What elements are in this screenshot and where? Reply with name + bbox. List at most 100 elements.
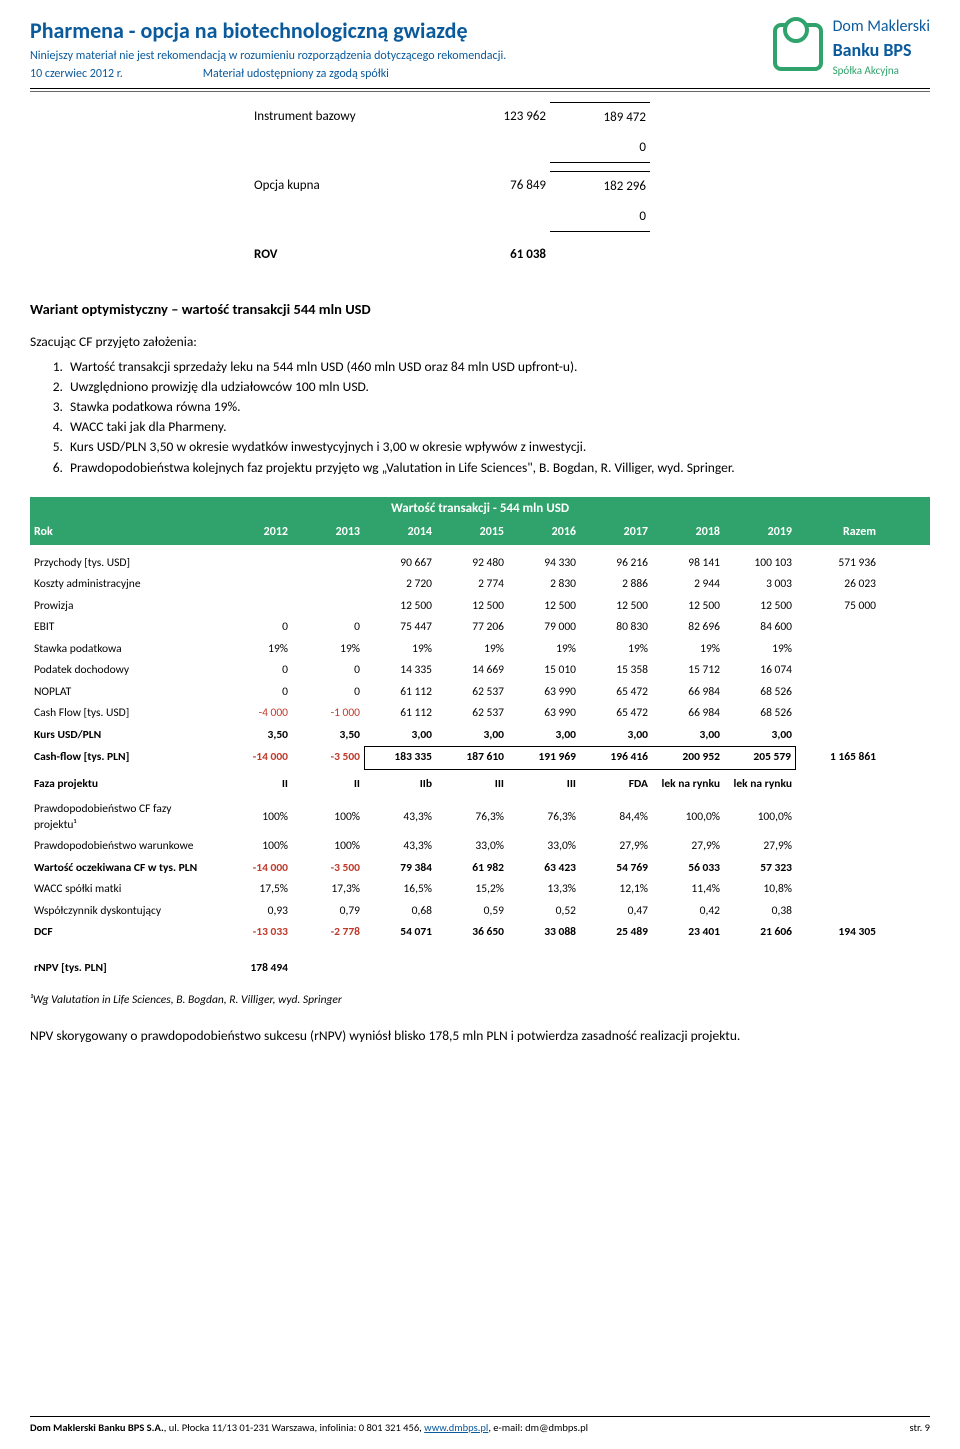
- cell-label: Instrument bazowy: [250, 102, 450, 133]
- cell: 100%: [220, 836, 292, 858]
- page-subtitle: Niniejszy materiał nie jest rekomendacją…: [30, 48, 763, 64]
- cell: 25 489: [580, 922, 652, 944]
- footer-email: , e-mail: dm@dmbps.pl: [488, 1421, 588, 1434]
- cell: 79 384: [364, 858, 436, 880]
- brand-line3: Spółka Akcyjna: [833, 64, 930, 79]
- brand-line1: Dom Maklerski: [833, 16, 930, 38]
- page-footer: Dom Maklerski Banku BPS S.A., ul. Płocka…: [30, 1416, 930, 1435]
- cell: 77 206: [436, 617, 508, 639]
- cell: 0,47: [580, 901, 652, 923]
- table-row: Przychody [tys. USD]90 66792 48094 33096…: [30, 553, 930, 575]
- cell: [220, 560, 292, 566]
- cell: 21 606: [724, 922, 796, 944]
- cell: 19%: [364, 639, 436, 661]
- cell: 63 990: [508, 703, 580, 725]
- cell: 33,0%: [508, 836, 580, 858]
- cell: 205 579: [724, 746, 796, 770]
- cell: 96 216: [580, 553, 652, 575]
- cell: [796, 887, 880, 893]
- table-row: Faza projektuIIIIIIbIIIIIIFDAlek na rynk…: [30, 774, 930, 796]
- cell: 68 526: [724, 703, 796, 725]
- cell: -4 000: [220, 703, 292, 725]
- cell: [796, 668, 880, 674]
- cell: 61 982: [436, 858, 508, 880]
- cell: 2 830: [508, 574, 580, 596]
- cell: 0: [292, 682, 364, 704]
- cell: 100,0%: [652, 807, 724, 829]
- row-label: Współczynnik dyskontujący: [30, 901, 220, 923]
- cell: 100,0%: [724, 807, 796, 829]
- cell: 62 537: [436, 682, 508, 704]
- cell: 196 416: [580, 746, 652, 770]
- cell: -14 000: [220, 858, 292, 880]
- cell: 0,52: [508, 901, 580, 923]
- header-date: 10 czerwiec 2012 r.: [30, 66, 200, 82]
- cell: 19%: [652, 639, 724, 661]
- cell: [796, 844, 880, 850]
- row-label: Cash-flow [tys. PLN]: [30, 747, 220, 769]
- brand-block: Dom Maklerski Banku BPS Spółka Akcyjna: [763, 16, 930, 79]
- cell: 57 323: [724, 858, 796, 880]
- cell: II: [220, 774, 292, 796]
- cell: 100 103: [724, 553, 796, 575]
- cell: 19%: [580, 639, 652, 661]
- variant-heading: Wariant optymistyczny – wartość transakc…: [30, 300, 930, 320]
- cell: 3,00: [724, 725, 796, 747]
- table-row: Kurs USD/PLN3,503,503,003,003,003,003,00…: [30, 725, 930, 747]
- table-row: Stawka podatkowa19%19%19%19%19%19%19%19%: [30, 639, 930, 661]
- cell: 90 667: [364, 553, 436, 575]
- cell: 98 141: [652, 553, 724, 575]
- cell: 0: [292, 660, 364, 682]
- cell: 183 335: [364, 746, 436, 770]
- cell: 76,3%: [436, 807, 508, 829]
- header-left: Pharmena - opcja na biotechnologiczną gw…: [30, 16, 763, 82]
- cell: 15 010: [508, 660, 580, 682]
- col-head: 2018: [652, 520, 724, 544]
- cell: 3,00: [436, 725, 508, 747]
- cell: [250, 133, 450, 164]
- table-row: Wartość oczekiwana CF w tys. PLN-14 000-…: [30, 858, 930, 880]
- row-label: Wartość oczekiwana CF w tys. PLN: [30, 858, 220, 880]
- cell: 27,9%: [652, 836, 724, 858]
- header-meta: 10 czerwiec 2012 r. Materiał udostępnion…: [30, 66, 763, 82]
- cell: 79 000: [508, 617, 580, 639]
- cell: 13,3%: [508, 879, 580, 901]
- cell: 3 003: [724, 574, 796, 596]
- footer-page: str. 9: [910, 1421, 930, 1435]
- cell: 194 305: [796, 922, 880, 944]
- col-head: 2016: [508, 520, 580, 544]
- row-label: NOPLAT: [30, 682, 220, 704]
- row-label: Przychody [tys. USD]: [30, 553, 220, 575]
- cell: 189 472: [550, 102, 650, 133]
- cell: 84,4%: [580, 807, 652, 829]
- col-head: Rok: [30, 520, 220, 544]
- cell: 43,3%: [364, 836, 436, 858]
- cell: 27,9%: [724, 836, 796, 858]
- list-item: Uwzględniono prowizję dla udziałowców 10…: [66, 378, 930, 396]
- brand-text: Dom Maklerski Banku BPS Spółka Akcyjna: [833, 16, 930, 79]
- row-label: Cash Flow [tys. USD]: [30, 703, 220, 725]
- small-valuation-table: Instrument bazowy 123 962 189 472 0 Opcj…: [250, 102, 650, 270]
- row-label: Faza projektu: [30, 774, 220, 796]
- cell: 75 000: [796, 596, 880, 618]
- cell: [796, 711, 880, 717]
- list-item: WACC taki jak dla Pharmeny.: [66, 418, 930, 436]
- cell: 63 990: [508, 682, 580, 704]
- col-head: 2012: [220, 520, 292, 544]
- cell: FDA: [580, 774, 652, 796]
- cell: 19%: [292, 639, 364, 661]
- table-row: Podatek dochodowy0014 33514 66915 01015 …: [30, 660, 930, 682]
- assumptions-intro: Szacując CF przyjęto założenia:: [30, 333, 930, 351]
- cell: 65 472: [580, 682, 652, 704]
- footer-link[interactable]: www.dmbps.pl: [424, 1421, 488, 1434]
- table-row: EBIT0075 44777 20679 00080 83082 69684 6…: [30, 617, 930, 639]
- footer-company: Dom Maklerski Banku BPS S.A.: [30, 1421, 164, 1434]
- row-label: DCF: [30, 922, 220, 944]
- table-row: Opcja kupna 76 849 182 296: [250, 171, 650, 202]
- cell: [550, 240, 650, 270]
- cell: 3,00: [508, 725, 580, 747]
- cell: 66 984: [652, 682, 724, 704]
- cell: 36 650: [436, 922, 508, 944]
- row-label: EBIT: [30, 617, 220, 639]
- cell: II: [292, 774, 364, 796]
